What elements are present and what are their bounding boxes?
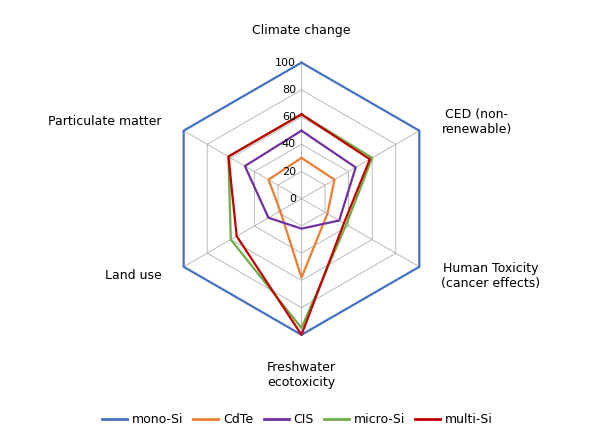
Text: Freshwater
ecotoxicity: Freshwater ecotoxicity: [267, 361, 336, 389]
Text: 60: 60: [282, 112, 296, 122]
Text: 0: 0: [289, 194, 296, 204]
Text: CED (non-
renewable): CED (non- renewable): [441, 108, 512, 136]
Text: Land use: Land use: [105, 269, 161, 282]
Text: 100: 100: [275, 57, 296, 68]
Text: Climate change: Climate change: [252, 24, 350, 37]
Text: 80: 80: [282, 85, 296, 95]
Text: Human Toxicity
(cancer effects): Human Toxicity (cancer effects): [441, 262, 541, 290]
Legend: mono-Si, CdTe, CIS, micro-Si, multi-Si: mono-Si, CdTe, CIS, micro-Si, multi-Si: [97, 408, 498, 431]
Text: Particulate matter: Particulate matter: [48, 115, 161, 128]
Text: 20: 20: [282, 167, 296, 176]
Text: 40: 40: [282, 139, 296, 149]
